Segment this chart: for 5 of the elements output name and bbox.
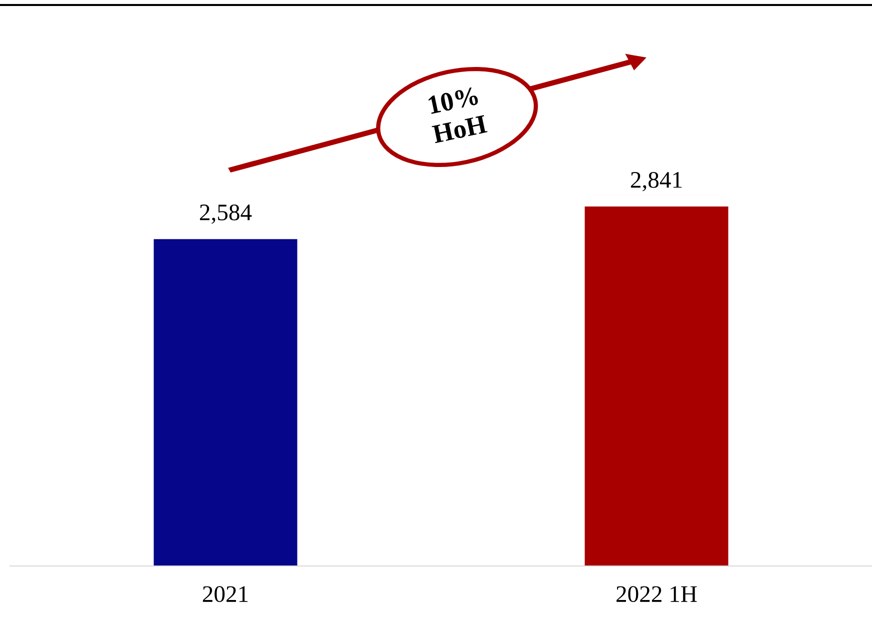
x-tick-label: 2021 — [202, 586, 248, 602]
data-label: 2,584 — [200, 204, 252, 224]
data-label: 2,841 — [630, 172, 682, 192]
text: 10% HoH — [428, 86, 488, 144]
x-tick-label: 2022 1H — [616, 586, 697, 602]
